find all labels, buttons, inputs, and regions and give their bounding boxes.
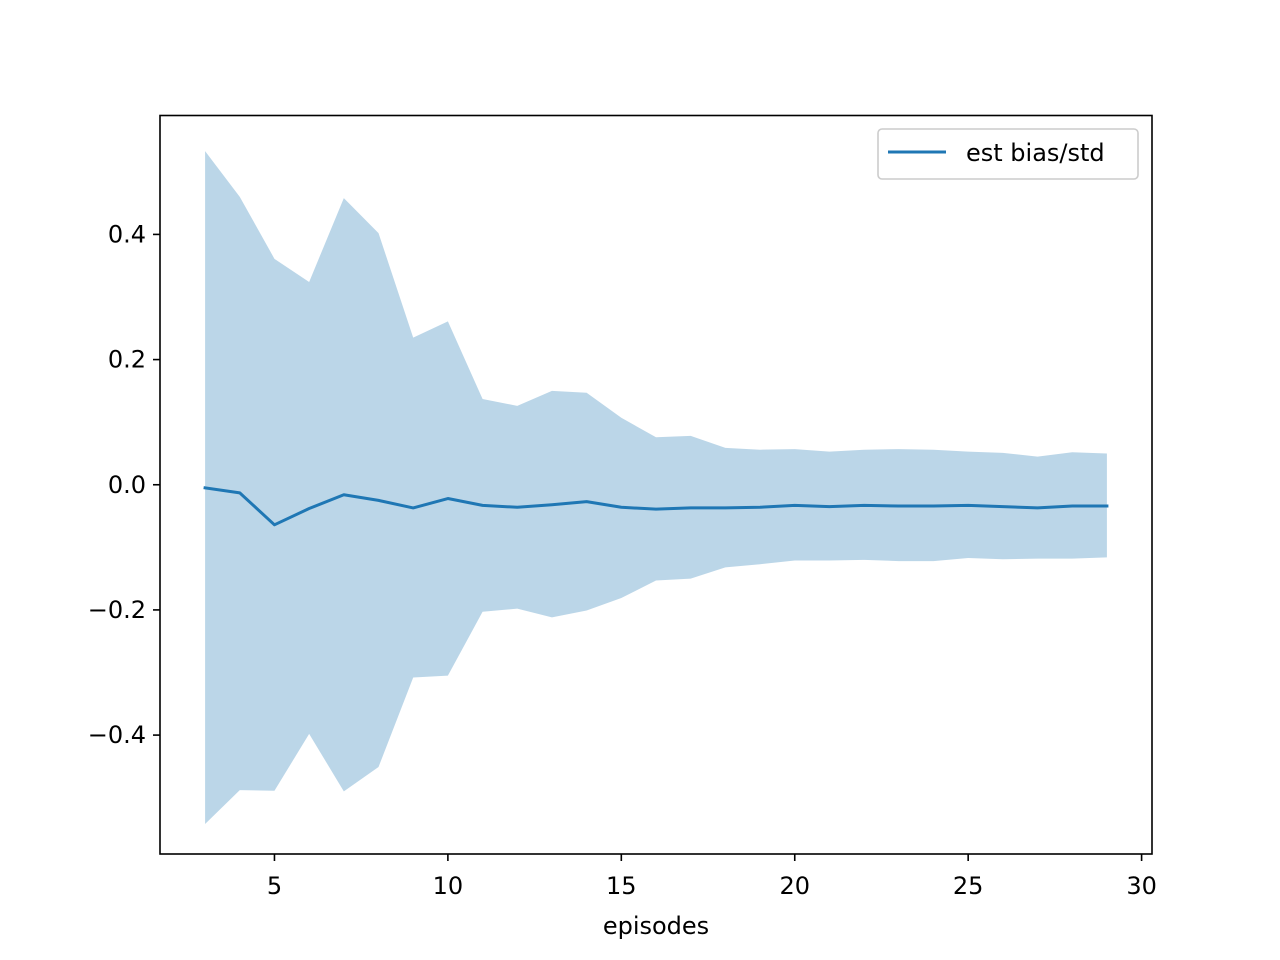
legend-label: est bias/std bbox=[966, 139, 1105, 167]
x-tick-label: 10 bbox=[433, 872, 464, 900]
x-tick-label: 20 bbox=[779, 872, 810, 900]
y-axis: −0.4 −0.2 0.0 0.2 0.4 bbox=[88, 220, 160, 749]
x-axis: 5 10 15 20 25 30 bbox=[267, 854, 1157, 900]
x-axis-label: episodes bbox=[603, 912, 709, 940]
y-tick-label: −0.4 bbox=[88, 721, 146, 749]
legend-box bbox=[877, 128, 1139, 180]
legend: est bias/std bbox=[877, 128, 1139, 180]
y-tick-label: 0.2 bbox=[108, 346, 146, 374]
y-tick-label: −0.2 bbox=[88, 596, 146, 624]
y-tick-label: 0.4 bbox=[108, 220, 146, 248]
x-tick-label: 15 bbox=[606, 872, 637, 900]
x-tick-label: 25 bbox=[953, 872, 984, 900]
x-tick-label: 30 bbox=[1126, 872, 1157, 900]
series-band-0 bbox=[205, 151, 1107, 824]
plot-area bbox=[203, 151, 1109, 824]
x-tick-label: 5 bbox=[267, 872, 282, 900]
y-tick-label: 0.0 bbox=[108, 471, 146, 499]
